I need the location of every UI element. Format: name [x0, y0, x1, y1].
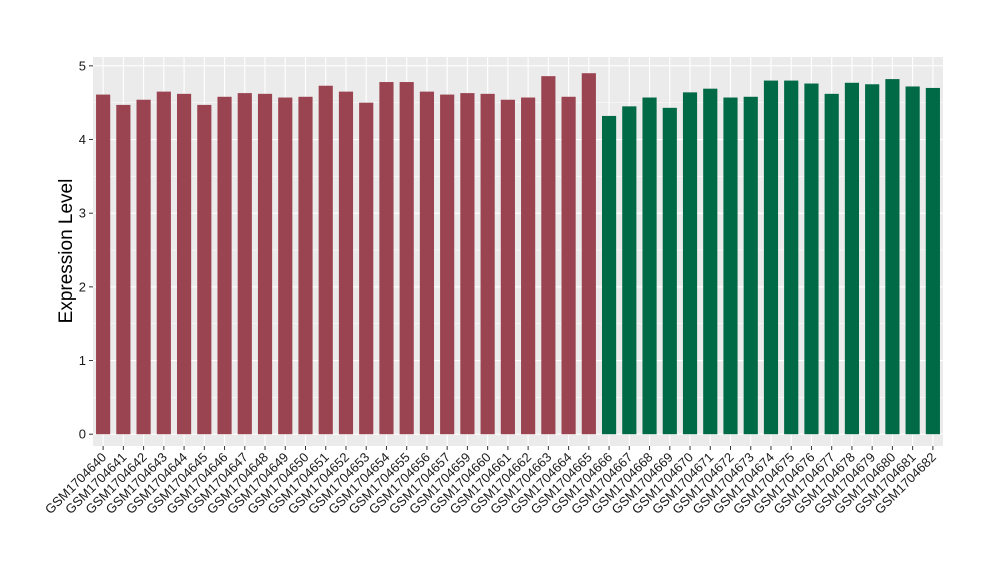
bar: [601, 115, 617, 435]
bar: [318, 85, 333, 435]
bar: [642, 97, 657, 435]
bar: [925, 87, 940, 435]
bar: [723, 97, 738, 435]
bar: [824, 93, 839, 435]
bar: [96, 94, 111, 435]
bar: [257, 93, 273, 435]
x-axis: GSM1704640GSM1704641GSM1704642GSM1704643…: [42, 446, 939, 517]
bar: [399, 82, 414, 435]
y-axis: 0 1 2 3 4 5: [79, 58, 93, 442]
bar: [905, 86, 920, 435]
bar: [804, 83, 819, 435]
bar: [156, 91, 171, 435]
bar: [278, 97, 293, 435]
y-tick-label: 5: [79, 58, 86, 73]
bar: [298, 96, 313, 435]
bar: [500, 99, 515, 435]
bar: [480, 93, 495, 435]
bar: [561, 96, 576, 435]
bar: [359, 102, 374, 435]
bar: [460, 93, 475, 435]
bar: [844, 82, 860, 435]
bar: [338, 91, 354, 435]
bars: [96, 73, 940, 435]
y-tick-label: 1: [79, 353, 86, 368]
bar: [379, 82, 394, 435]
y-tick-label: 3: [79, 206, 86, 221]
bar: [885, 79, 900, 435]
y-tick-label: 0: [79, 427, 86, 442]
bar: [743, 96, 758, 435]
bar: [217, 96, 232, 435]
bar: [419, 91, 435, 435]
bar: [176, 93, 192, 435]
bar: [136, 99, 151, 435]
bar: [682, 92, 698, 435]
bar: [763, 80, 779, 435]
bar: [440, 94, 455, 435]
bar: [116, 104, 131, 435]
bar: [622, 106, 637, 435]
plot-panel: [93, 57, 943, 446]
bar: [662, 107, 677, 435]
y-tick-label: 2: [79, 279, 86, 294]
y-axis-title: Expression Level: [56, 179, 77, 324]
bar: [581, 73, 596, 435]
bar: [541, 76, 556, 435]
bar: [784, 80, 799, 435]
bar: [237, 93, 252, 435]
bar: [521, 97, 536, 435]
bar: [865, 84, 880, 435]
bar: [197, 104, 212, 435]
bar: [703, 88, 718, 435]
y-tick-label: 4: [79, 132, 86, 147]
